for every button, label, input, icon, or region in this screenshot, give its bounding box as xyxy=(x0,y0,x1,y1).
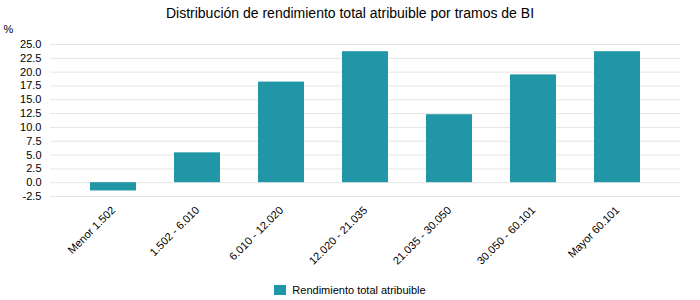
svg-text:10.0: 10.0 xyxy=(20,121,41,133)
svg-text:%: % xyxy=(4,23,14,35)
svg-text:6.010 - 12.020: 6.010 - 12.020 xyxy=(227,204,286,263)
svg-text:15.0: 15.0 xyxy=(20,93,41,105)
svg-text:12.020 - 21.035: 12.020 - 21.035 xyxy=(306,204,369,267)
svg-text:20.0: 20.0 xyxy=(20,66,41,78)
svg-text:7.5: 7.5 xyxy=(26,135,41,147)
svg-text:0.0: 0.0 xyxy=(26,176,41,188)
svg-text:21.035 - 30.050: 21.035 - 30.050 xyxy=(390,204,453,267)
svg-text:2.5: 2.5 xyxy=(26,162,41,174)
svg-text:Menor 1.502: Menor 1.502 xyxy=(65,204,117,256)
svg-text:1.502 - 6.010: 1.502 - 6.010 xyxy=(147,204,201,258)
svg-text:-2.5: -2.5 xyxy=(23,190,42,202)
html-text:Rendimiento total atribuible: Rendimiento total atribuible xyxy=(292,284,426,296)
svg-text:30.050 - 60.101: 30.050 - 60.101 xyxy=(474,204,537,267)
svg-text:17.5: 17.5 xyxy=(20,79,41,91)
svg-text:Mayor 60.101: Mayor 60.101 xyxy=(565,204,621,260)
svg-text:5.0: 5.0 xyxy=(26,149,41,161)
html-text:Distribución de rendimiento to: Distribución de rendimiento total atribu… xyxy=(166,5,534,21)
svg-text:12.5: 12.5 xyxy=(20,107,41,119)
svg-text:22.5: 22.5 xyxy=(20,52,41,64)
svg-text:25.0: 25.0 xyxy=(20,38,41,50)
